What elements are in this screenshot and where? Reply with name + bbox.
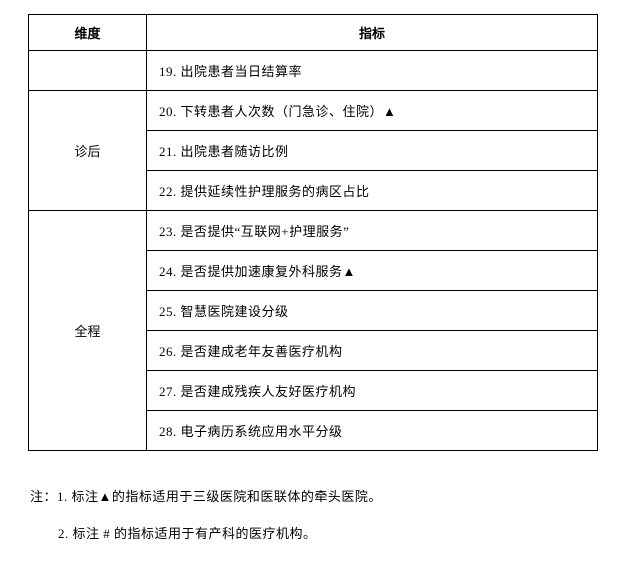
dim-cell	[29, 51, 147, 91]
footnote-2: 2. 标注 # 的指标适用于有产科的医疗机构。	[30, 518, 598, 549]
dim-cell: 诊后	[29, 91, 147, 211]
header-metric: 指标	[147, 15, 598, 51]
dim-cell: 全程	[29, 211, 147, 451]
metric-cell: 28. 电子病历系统应用水平分级	[147, 411, 598, 451]
footnote-1: 注：1. 标注▲的指标适用于三级医院和医联体的牵头医院。	[30, 481, 598, 512]
table-row: 诊后 20. 下转患者人次数（门急诊、住院）▲	[29, 91, 598, 131]
metric-cell: 21. 出院患者随访比例	[147, 131, 598, 171]
metrics-table: 维度 指标 19. 出院患者当日结算率 诊后 20. 下转患者人次数（门急诊、住…	[28, 14, 598, 451]
metric-cell: 19. 出院患者当日结算率	[147, 51, 598, 91]
metric-cell: 25. 智慧医院建设分级	[147, 291, 598, 331]
metric-cell: 20. 下转患者人次数（门急诊、住院）▲	[147, 91, 598, 131]
metric-cell: 23. 是否提供“互联网+护理服务”	[147, 211, 598, 251]
metric-cell: 27. 是否建成残疾人友好医疗机构	[147, 371, 598, 411]
footnotes: 注：1. 标注▲的指标适用于三级医院和医联体的牵头医院。 2. 标注 # 的指标…	[28, 481, 598, 549]
header-dimension: 维度	[29, 15, 147, 51]
table-row: 19. 出院患者当日结算率	[29, 51, 598, 91]
table-body: 19. 出院患者当日结算率 诊后 20. 下转患者人次数（门急诊、住院）▲ 21…	[29, 51, 598, 451]
metric-cell: 24. 是否提供加速康复外科服务▲	[147, 251, 598, 291]
table-row: 全程 23. 是否提供“互联网+护理服务”	[29, 211, 598, 251]
metric-cell: 22. 提供延续性护理服务的病区占比	[147, 171, 598, 211]
metric-cell: 26. 是否建成老年友善医疗机构	[147, 331, 598, 371]
header-row: 维度 指标	[29, 15, 598, 51]
